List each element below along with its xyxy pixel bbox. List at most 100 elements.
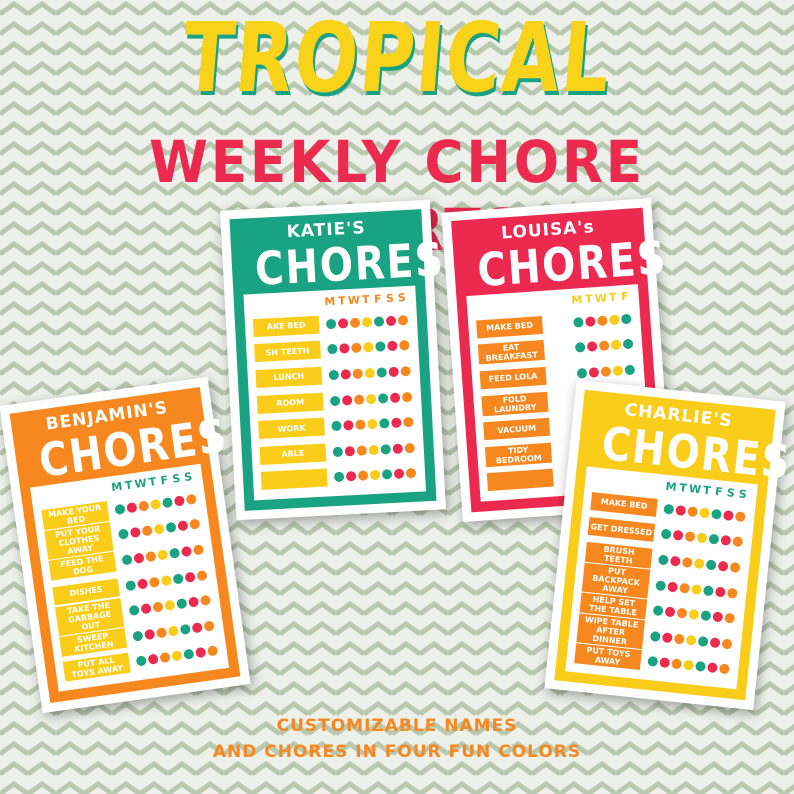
chore-grid: M T W T F S S MAKE YOUR BED PUT YOUR CLOTHES AWA… (30, 463, 230, 692)
check-dot (365, 393, 377, 404)
check-dot (663, 503, 675, 515)
check-dot (333, 471, 345, 483)
chore-label: WORK (258, 417, 325, 440)
check-dot (339, 343, 350, 355)
day-dots (113, 493, 198, 515)
check-dot (389, 392, 401, 403)
day-dots (120, 544, 205, 566)
check-dot (345, 471, 357, 482)
day-label: F (373, 292, 382, 306)
day-dots (325, 314, 409, 330)
card-header: CHARLIE'S CHORES (587, 391, 793, 489)
chore-label: PUT TOYS AWAY (574, 643, 642, 671)
check-dot (376, 367, 387, 378)
check-dot (679, 582, 691, 594)
check-dot (136, 577, 149, 590)
check-dot (160, 574, 172, 586)
day-label: S (183, 470, 193, 485)
check-dot (724, 612, 736, 624)
check-dot (696, 532, 708, 544)
day-dots (328, 365, 412, 381)
chore-label: PUT ALL TOYS AWAY (62, 652, 131, 682)
day-label: M (570, 293, 583, 307)
day-label: M (324, 294, 336, 309)
check-dot (343, 420, 354, 431)
check-dot (388, 366, 399, 378)
check-dot (117, 528, 130, 541)
day-dots (652, 605, 737, 624)
check-dot (718, 663, 730, 675)
check-dot (675, 504, 687, 516)
day-dots (574, 339, 635, 354)
check-dot (367, 418, 378, 430)
day-label: T (337, 294, 347, 308)
check-dot (671, 658, 683, 670)
day-dots (131, 620, 216, 642)
chore-label: FEED LOLA (479, 366, 547, 390)
check-dot (352, 368, 364, 379)
chore-label: GET DRESSED (587, 517, 656, 543)
check-dot (672, 530, 684, 542)
check-dot (206, 645, 219, 657)
check-dot (332, 446, 344, 457)
check-dot (180, 545, 193, 558)
check-dot (688, 608, 700, 620)
day-dots (660, 528, 745, 548)
card-frame: CHARLIE'S CHORES M T W T F S S MAKE BED GET DRESSE… (554, 389, 794, 701)
check-dot (729, 561, 741, 573)
check-dot (195, 647, 207, 659)
chore-card: BENJAMIN'S CHORES M T W T F S S MAKE YOUR BED PUT … (0, 376, 251, 714)
card-header: LOUISA's CHORES (461, 208, 669, 297)
check-dot (143, 628, 156, 640)
check-dot (711, 508, 723, 520)
day-dots (329, 391, 413, 406)
check-dot (705, 559, 717, 571)
check-dot (624, 364, 636, 376)
check-dot (721, 638, 733, 650)
check-dot (149, 498, 162, 510)
check-dot (573, 316, 584, 328)
check-dot (404, 442, 415, 454)
check-dot (114, 503, 126, 515)
check-dot (171, 650, 183, 662)
check-dot (703, 584, 714, 596)
check-dot (172, 572, 184, 585)
check-dot (147, 653, 159, 666)
chore-label: VACUUM (483, 417, 551, 441)
chore-label (260, 468, 328, 491)
chore-card: CHARLIE'S CHORES M T W T F S S MAKE BED GET DRESSE… (544, 379, 794, 711)
check-dot (153, 523, 165, 536)
check-dot (185, 493, 197, 505)
check-dot (708, 533, 720, 545)
check-dot (380, 443, 391, 455)
day-dots (128, 594, 213, 617)
day-dots (649, 630, 734, 650)
check-dot (379, 418, 390, 429)
check-dot (393, 468, 405, 480)
check-dot (184, 571, 196, 583)
chore-grid: M T W T F S S AKE BED SH TEETH LUNCH ROOM WORK ABLE (243, 285, 426, 501)
check-dot (667, 581, 679, 593)
day-label: T (584, 292, 594, 306)
check-dot (734, 511, 746, 523)
check-dot (183, 648, 195, 661)
check-dot (574, 342, 586, 354)
check-dot (375, 341, 386, 353)
day-dots (326, 340, 410, 355)
check-dot (673, 633, 685, 645)
check-dot (128, 604, 140, 617)
day-dots (117, 518, 202, 541)
check-dot (141, 525, 153, 537)
check-dot (157, 549, 169, 561)
check-dot (669, 555, 681, 567)
check-dot (664, 606, 676, 618)
footer-line-2: AND CHORES IN FOUR FUN COLORS (212, 742, 582, 762)
check-dot (691, 583, 703, 595)
day-label: T (608, 290, 617, 305)
check-dot (203, 620, 215, 632)
check-dot (132, 630, 144, 642)
check-dot (661, 631, 673, 643)
check-dot (652, 605, 664, 617)
check-dot (391, 417, 402, 429)
chore-label: FOLD LAUNDRY (481, 391, 549, 416)
